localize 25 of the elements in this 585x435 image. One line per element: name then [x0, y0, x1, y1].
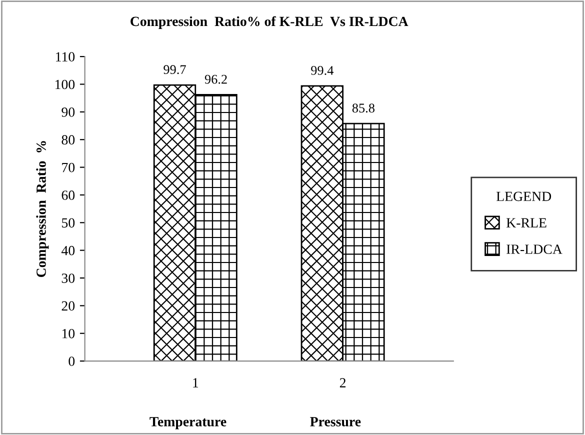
data-label: 96.2 [204, 74, 227, 84]
y-tick-label: 70 [62, 162, 75, 172]
y-tick-label: 100 [55, 80, 75, 90]
data-label: 99.7 [164, 65, 186, 74]
legend-label: IR-LDCA [506, 244, 562, 254]
chart-title: Compression Ratio% of K-RLE Vs IR-LDCA [130, 16, 408, 29]
y-tick-label: 10 [62, 328, 75, 338]
text: Pressure [310, 417, 361, 426]
data-label: 85.8 [352, 104, 374, 113]
y-tick-label: 90 [62, 107, 75, 117]
legend-title: LEGEND [496, 192, 552, 202]
y-tick-label: 110 [56, 52, 75, 62]
x-tick-label: 1 [193, 378, 198, 388]
legend-label: K-RLE [506, 218, 546, 228]
x-tick-label: 2 [340, 378, 346, 388]
y-tick-label: 60 [62, 190, 75, 200]
y-tick-label: 20 [62, 301, 75, 311]
y-axis-title: Compression Ratio % [36, 141, 49, 278]
text: Temperature [150, 417, 226, 430]
y-tick-label: 80 [62, 135, 75, 145]
y-tick-label: 40 [61, 246, 75, 256]
y-tick-label: 0 [68, 356, 75, 366]
y-tick-label: 30 [62, 274, 75, 283]
y-tick-label: 50 [62, 218, 75, 228]
data-label: 99.4 [311, 66, 334, 75]
